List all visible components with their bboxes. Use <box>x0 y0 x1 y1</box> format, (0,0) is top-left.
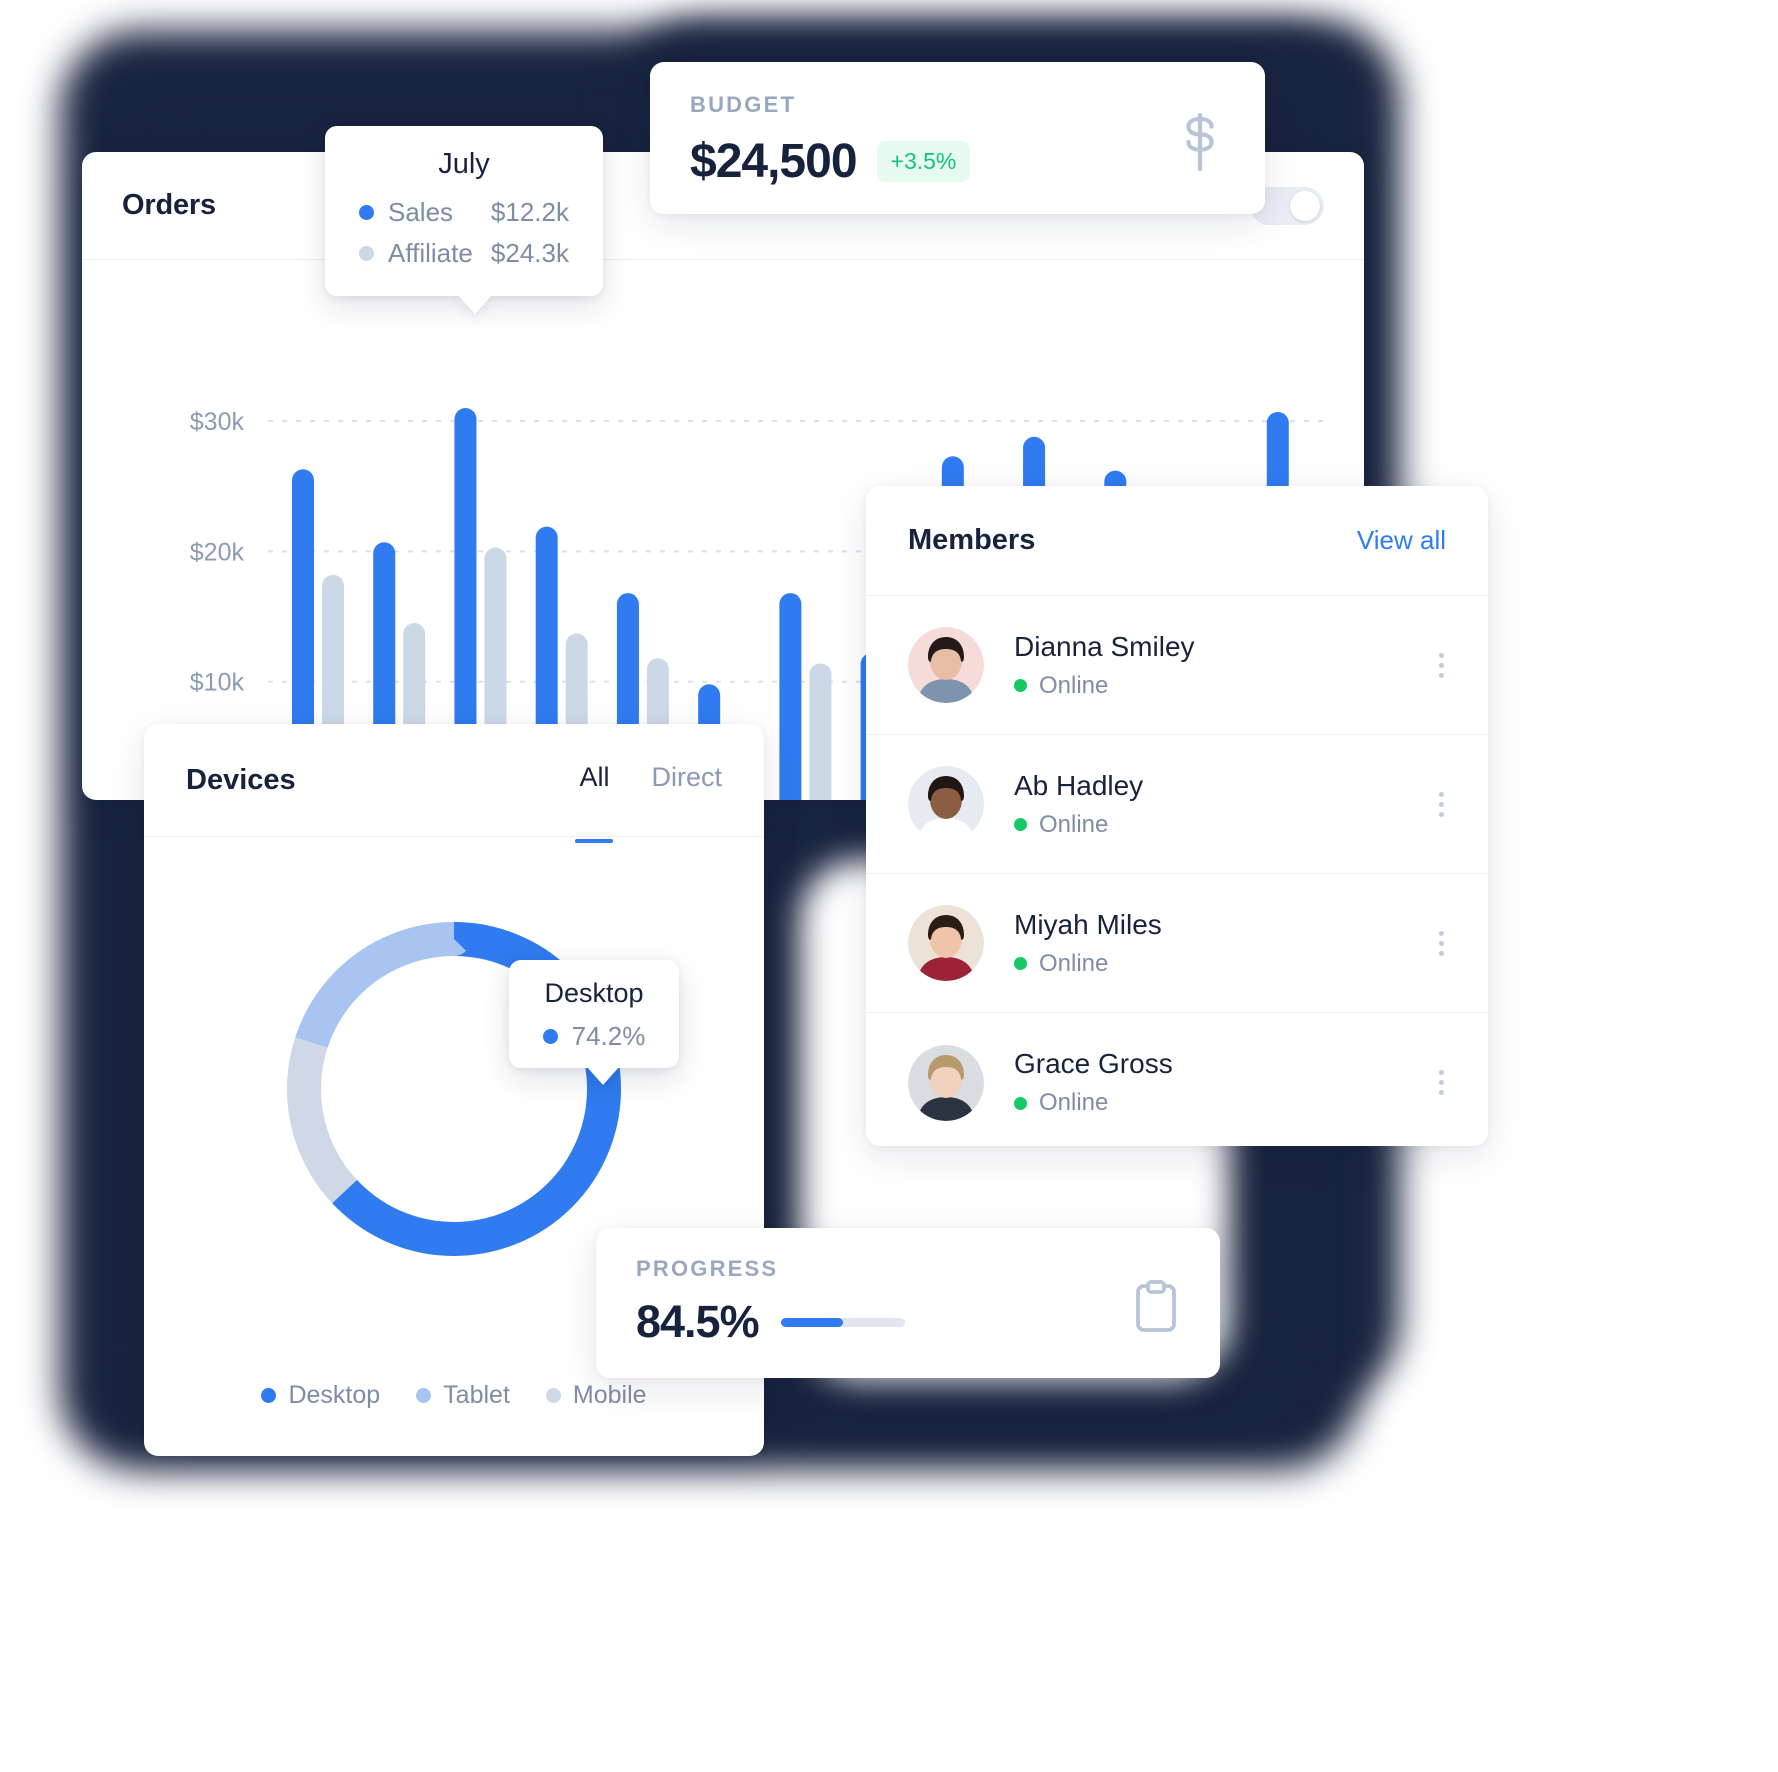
tooltip-row-desktop: 74.2% <box>509 1021 679 1052</box>
more-options-icon[interactable] <box>1436 648 1446 683</box>
bar-sales[interactable] <box>779 593 802 812</box>
chart-tooltip-desktop: Desktop 74.2% <box>509 960 679 1085</box>
members-card: Members View all Dianna Smiley <box>866 486 1488 1146</box>
tooltip-row-sales: Sales $12.2k <box>359 197 569 228</box>
tooltip-title: July <box>438 148 490 180</box>
divider <box>144 836 764 837</box>
devices-title: Devices <box>186 763 296 796</box>
member-info: Ab Hadley Online <box>1014 770 1436 839</box>
status-badge: Online <box>1014 672 1436 700</box>
tooltip-value-affiliate: $24.3k <box>490 238 569 268</box>
progress-label: PROGRESS <box>636 1256 779 1281</box>
devices-tabs: All Direct <box>575 761 722 843</box>
budget-value-row: $24,500 +3.5% <box>690 134 1225 189</box>
chart-tooltip-july: July Sales $12.2k Affiliate $24.3k <box>325 126 603 314</box>
status-label: Online <box>1039 671 1109 699</box>
member-info: Grace Gross Online <box>1014 1048 1436 1117</box>
status-badge: Online <box>1014 811 1436 839</box>
member-row[interactable]: Grace Gross Online <box>866 1013 1488 1152</box>
more-options-icon[interactable] <box>1436 787 1446 822</box>
series-dot-sales <box>359 205 374 220</box>
legend-item-desktop: Desktop <box>261 1381 380 1410</box>
legend-label-desktop: Desktop <box>288 1381 381 1409</box>
tooltip-row-affiliate: Affiliate $24.3k <box>359 238 569 269</box>
legend-item-mobile: Mobile <box>545 1381 647 1410</box>
clipboard-icon <box>1134 1280 1178 1337</box>
status-label: Online <box>1039 949 1109 977</box>
page-title: Orders <box>122 189 216 221</box>
tooltip-title-desktop: Desktop <box>544 978 644 1008</box>
member-row[interactable]: Ab Hadley Online <box>866 735 1488 874</box>
donut-slice-mobile <box>287 922 621 1256</box>
tooltip-arrow <box>457 294 493 314</box>
budget-value: $24,500 <box>690 135 858 188</box>
members-list: Dianna Smiley Online <box>866 596 1488 1152</box>
progress-card: PROGRESS 84.5% <box>596 1228 1220 1378</box>
avatar <box>908 1044 984 1121</box>
tooltip-label-sales: Sales <box>388 197 454 227</box>
member-name: Dianna Smiley <box>1014 630 1195 662</box>
status-dot-online <box>1014 818 1027 831</box>
devices-donut-chart <box>144 854 764 1324</box>
members-header: Members View all <box>866 486 1488 596</box>
tab-all[interactable]: All <box>575 762 614 843</box>
legend-dot-mobile <box>545 1388 561 1403</box>
status-dot-online <box>1014 1096 1027 1110</box>
member-row[interactable]: Miyah Miles Online <box>866 874 1488 1013</box>
avatar <box>908 766 984 842</box>
budget-delta-badge: +3.5% <box>876 141 971 182</box>
series-dot-desktop <box>542 1029 558 1044</box>
bar-sales[interactable] <box>454 408 477 812</box>
legend-item-tablet: Tablet <box>416 1381 510 1410</box>
view-all-link[interactable]: View all <box>1356 525 1446 555</box>
progress-value-row: 84.5% <box>636 1296 1180 1348</box>
tooltip-label-affiliate: Affiliate <box>388 238 473 268</box>
status-label: Online <box>1039 810 1109 838</box>
avatar <box>908 627 984 703</box>
tooltip-arrow <box>587 1067 619 1085</box>
members-title: Members <box>908 524 1036 556</box>
status-dot-online <box>1014 679 1027 692</box>
series-dot-affiliate <box>359 246 374 261</box>
y-axis-tick: $20k <box>190 538 245 566</box>
member-info: Dianna Smiley Online <box>1014 631 1436 700</box>
status-label: Online <box>1039 1089 1109 1116</box>
more-options-icon[interactable] <box>1436 1065 1446 1100</box>
progress-bar-fill <box>780 1317 844 1327</box>
tab-direct[interactable]: Direct <box>651 761 722 792</box>
progress-value: 84.5% <box>636 1296 760 1347</box>
donut-svg <box>287 922 621 1256</box>
member-name: Miyah Miles <box>1014 908 1162 940</box>
progress-bar <box>780 1317 905 1327</box>
bar-affiliate[interactable] <box>809 663 832 812</box>
status-dot-online <box>1014 957 1027 970</box>
y-axis-tick: $30k <box>190 408 245 436</box>
status-badge: Online <box>1014 1089 1436 1117</box>
y-axis-tick: $10k <box>190 669 245 697</box>
legend-label-mobile: Mobile <box>572 1381 647 1409</box>
avatar-image <box>908 1044 984 1121</box>
budget-label: BUDGET <box>690 92 797 117</box>
member-name: Ab Hadley <box>1014 769 1144 801</box>
devices-legend: Desktop Tablet Mobile <box>144 1381 764 1410</box>
devices-header: Devices All Direct <box>144 724 764 843</box>
member-row[interactable]: Dianna Smiley Online <box>866 596 1488 735</box>
avatar <box>908 905 984 981</box>
donut-slice-tablet <box>287 922 621 1256</box>
avatar-image <box>908 627 984 703</box>
avatar-image <box>908 905 984 981</box>
legend-dot-tablet <box>416 1388 432 1403</box>
tooltip-value-sales: $12.2k <box>490 197 569 227</box>
member-info: Miyah Miles Online <box>1014 909 1436 978</box>
avatar-image <box>908 766 984 842</box>
budget-card: BUDGET $24,500 +3.5% <box>650 62 1265 214</box>
status-badge: Online <box>1014 950 1436 978</box>
legend-dot-desktop <box>261 1388 277 1403</box>
more-options-icon[interactable] <box>1436 926 1446 961</box>
member-name: Grace Gross <box>1014 1048 1173 1079</box>
dollar-icon <box>1177 110 1223 179</box>
legend-label-tablet: Tablet <box>443 1381 510 1409</box>
tooltip-value-desktop: 74.2% <box>571 1021 646 1051</box>
